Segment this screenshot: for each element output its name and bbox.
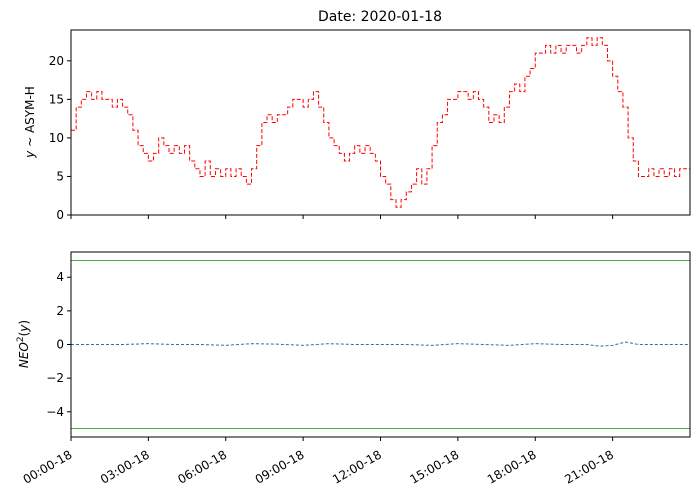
top-y-ticks: 0 5 10 15 20	[49, 54, 71, 222]
bottom-y-ticks: −4 −2 0 2 4	[46, 270, 71, 419]
chart-title: Date: 2020-01-18	[318, 9, 442, 25]
bottom-y-tick-label: −4	[46, 405, 64, 419]
bottom-x-ticks: 00:00-18 03:00-18 06:00-18 09:00-18 12:00-18…	[21, 437, 616, 487]
top-axes-frame	[70, 29, 691, 216]
bottom-x-tick-label: 12:00-18	[330, 447, 384, 486]
bottom-x-tick-label: 09:00-18	[253, 447, 307, 486]
bottom-y-tick-label: −2	[46, 371, 64, 385]
bottom-y-tick-label: 2	[56, 304, 64, 318]
top-y-axis-label: y ~ ASYM-H	[23, 86, 37, 159]
bottom-panel: −4 −2 0 2 4 00:00-18 03:00-18 06:00-18 09:00-18…	[16, 251, 691, 487]
bottom-y-tick-label: 0	[56, 338, 64, 352]
top-y-tick-label: 0	[56, 208, 64, 222]
top-x-ticks	[70, 215, 614, 219]
top-panel: 0 5 10 15 20 y ~ ASYM-H	[23, 29, 691, 222]
bottom-x-tick-label: 03:00-18	[98, 447, 152, 486]
top-y-tick-label: 10	[49, 131, 64, 145]
bottom-x-tick-label: 06:00-18	[175, 447, 229, 486]
asym-h-plot	[71, 37, 691, 208]
bottom-y-axis-label: NEO2(y)	[16, 320, 31, 368]
bottom-x-tick-label: 00:00-18	[21, 447, 75, 486]
bottom-y-tick-label: 4	[56, 270, 64, 284]
neo-series-line	[71, 341, 690, 347]
top-y-tick-label: 5	[56, 169, 64, 183]
asym-h-series-line	[71, 37, 691, 208]
bottom-x-tick-label: 21:00-18	[562, 447, 616, 486]
top-y-tick-label: 20	[49, 54, 64, 68]
bottom-x-tick-label: 18:00-18	[485, 447, 539, 486]
top-y-tick-label: 15	[49, 92, 64, 106]
bottom-x-tick-label: 15:00-18	[407, 447, 461, 486]
neo-plot	[71, 259, 690, 430]
